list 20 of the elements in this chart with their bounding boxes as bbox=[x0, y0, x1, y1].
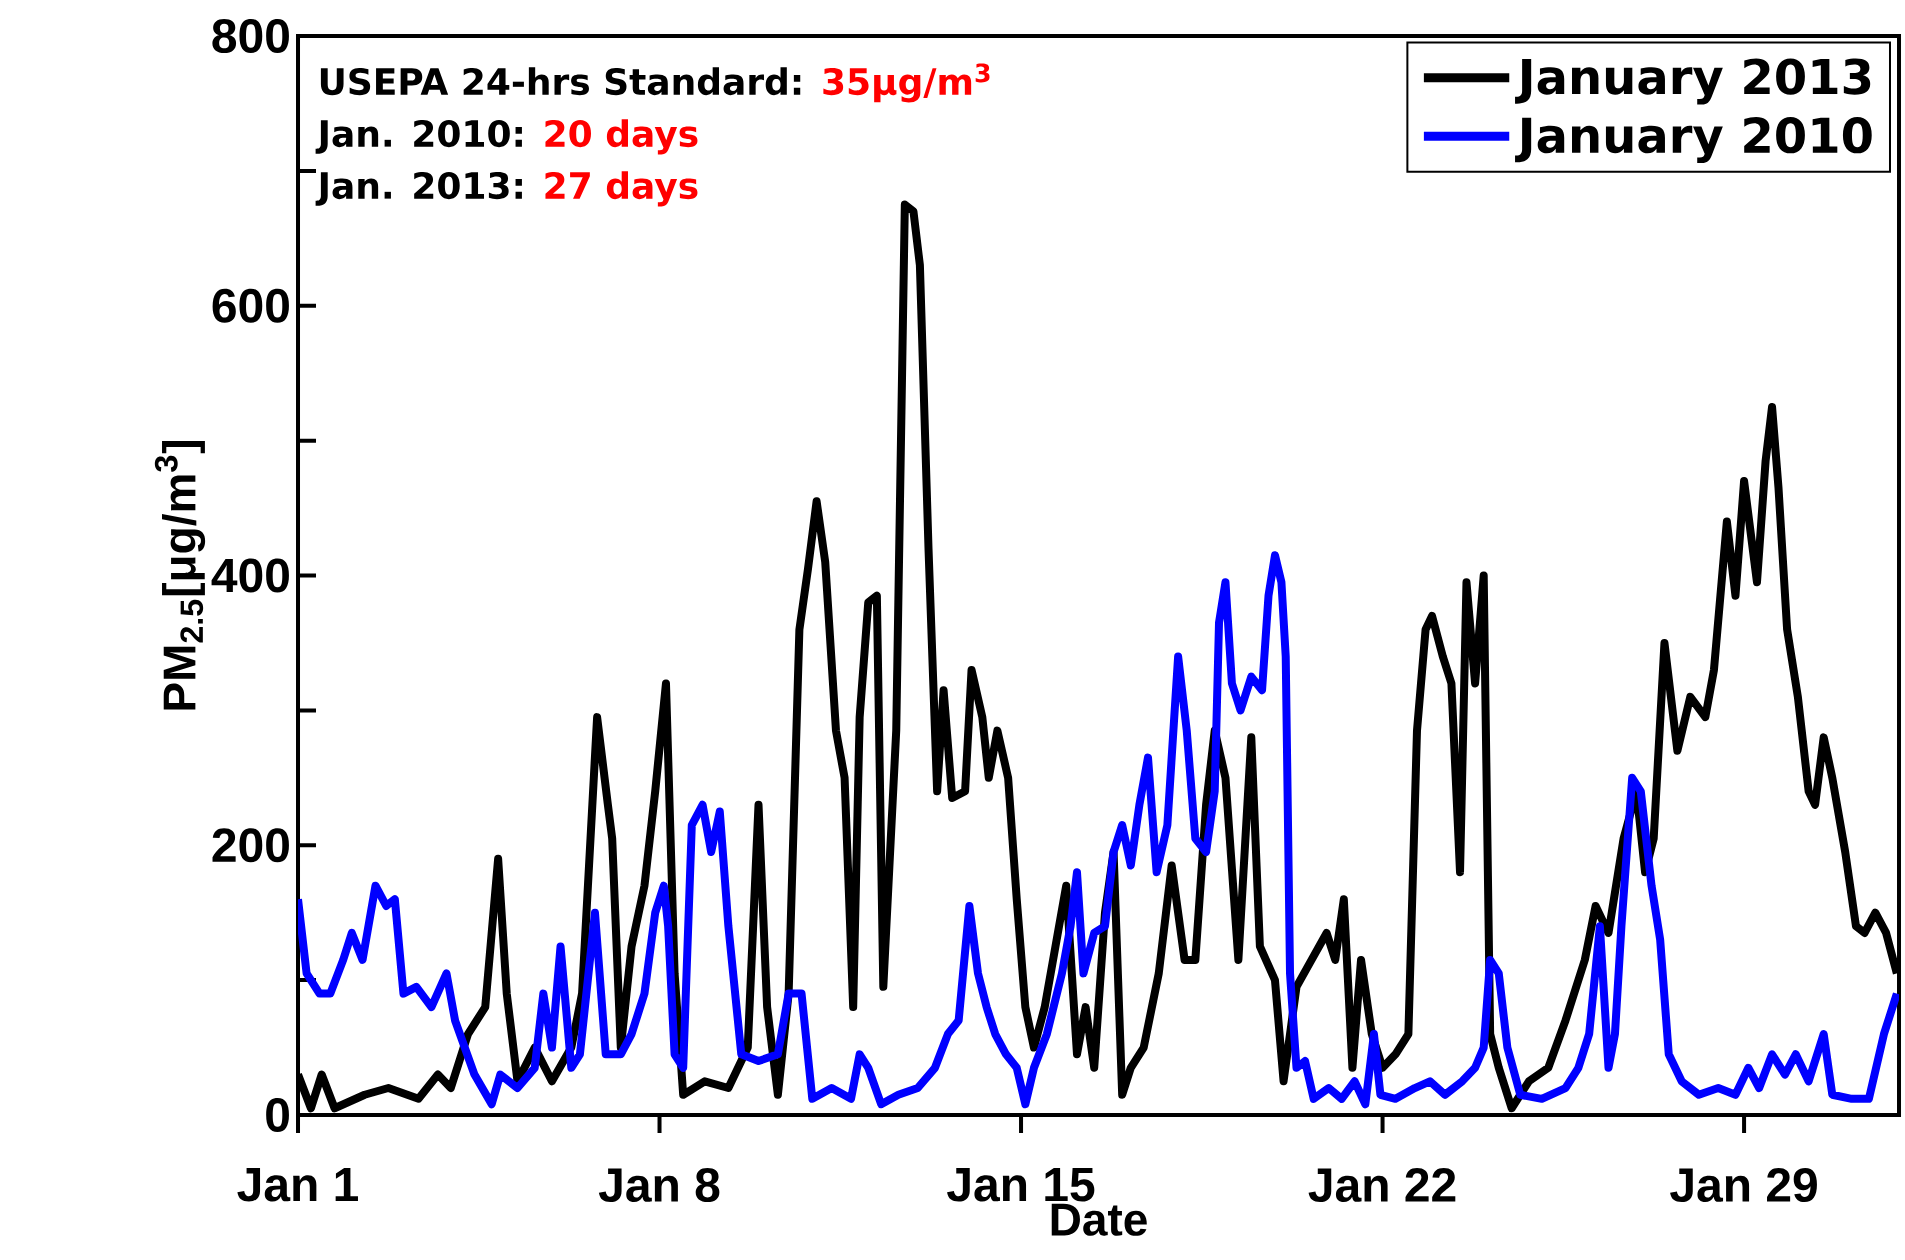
y-tick-label: 0 bbox=[266, 1098, 289, 1132]
x-axis-title: Date bbox=[1051, 1203, 1147, 1236]
annotation: 27 days bbox=[545, 171, 698, 207]
annotation: Jan. 2010: bbox=[315, 119, 522, 154]
x-tick-label: Jan 8 bbox=[598, 1168, 720, 1203]
y-tick-label: 600 bbox=[212, 288, 289, 323]
y-tick-label: 400 bbox=[211, 558, 289, 593]
legend-label: January 2010 bbox=[1515, 117, 1872, 164]
y-tick-label: 200 bbox=[212, 828, 289, 863]
x-tick-label: Jan 29 bbox=[1670, 1168, 1817, 1203]
annotation: 35μg/m$^{3}$ bbox=[823, 63, 990, 103]
x-tick-label: Jan 15 bbox=[947, 1168, 1095, 1202]
y-tick-label: 800 bbox=[212, 19, 289, 54]
annotation: Jan. 2013: bbox=[315, 171, 522, 206]
x-tick-label: Jan 1 bbox=[237, 1168, 358, 1202]
annotation: 20 days bbox=[545, 119, 698, 155]
legend-label: January 2013 bbox=[1515, 58, 1871, 105]
annotation: USEPA 24-hrs Standard: bbox=[320, 67, 801, 96]
y-axis-title: PM$_{2.5}$[μg/m$^{3}$] bbox=[154, 440, 206, 710]
x-tick-label: Jan 22 bbox=[1308, 1168, 1456, 1203]
